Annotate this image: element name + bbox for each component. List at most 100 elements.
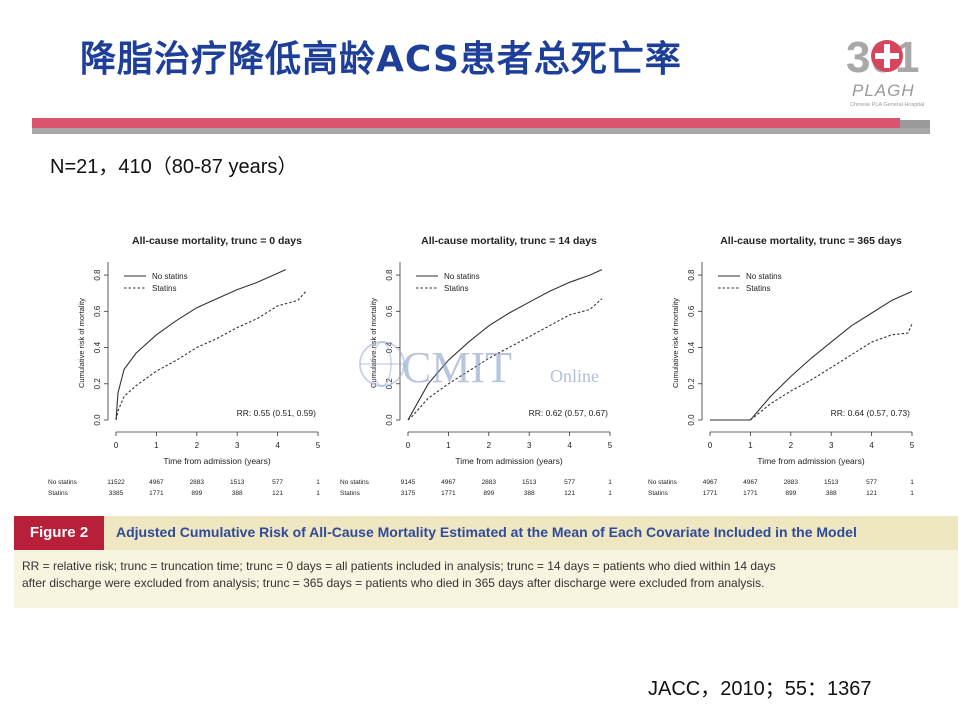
x-tick-label: 3: [235, 441, 240, 450]
y-tick-label: 0.8: [385, 269, 394, 281]
y-tick-label: 0.0: [385, 414, 394, 426]
x-tick-label: 5: [608, 441, 613, 450]
risk-table-cell: 121: [272, 490, 283, 497]
y-tick-label: 0.2: [385, 378, 394, 390]
risk-table-cell: 388: [826, 490, 837, 497]
risk-table-cell: 2883: [190, 479, 205, 486]
x-tick-label: 2: [195, 441, 200, 450]
y-tick-label: 0.6: [687, 305, 696, 317]
risk-table-cell: 577: [272, 479, 283, 486]
series-line-statins: [710, 323, 913, 421]
header-rule-gray: [32, 128, 930, 134]
y-tick-label: 0.4: [385, 341, 394, 353]
risk-table-cell: 1: [910, 479, 914, 486]
header-rule-gray-end: [900, 120, 930, 128]
risk-table-row-label: Statins: [48, 490, 69, 497]
legend-label: No statins: [152, 272, 188, 281]
rr-annotation: RR: 0.64 (0.57, 0.73): [831, 408, 911, 418]
figure-tag: Figure 2: [14, 516, 104, 550]
x-tick-label: 1: [154, 441, 159, 450]
y-axis-label: Cumulative risk of mortality: [671, 298, 680, 388]
legend-label: Statins: [152, 284, 176, 293]
x-tick-label: 1: [748, 441, 753, 450]
risk-table-cell: 2883: [784, 479, 799, 486]
y-tick-label: 0.2: [93, 378, 102, 390]
x-tick-label: 4: [275, 441, 280, 450]
figure-caption-line-2: after discharge were excluded from analy…: [22, 576, 765, 590]
risk-table-cell: 1771: [703, 490, 718, 497]
page-title: 降脂治疗降低高龄ACS患者总死亡率: [80, 39, 682, 80]
y-tick-label: 0.8: [687, 269, 696, 281]
x-axis-label: Time from admission (years): [757, 456, 865, 466]
logo-brand: PLAGH: [852, 81, 915, 100]
risk-table-cell: 899: [191, 490, 202, 497]
y-tick-label: 0.2: [687, 378, 696, 390]
y-tick-label: 0.0: [687, 414, 696, 426]
risk-table-cell: 1771: [149, 490, 164, 497]
risk-table-cell: 388: [232, 490, 243, 497]
risk-table-row-label: No statins: [48, 479, 78, 486]
rr-annotation: RR: 0.62 (0.57, 0.67): [529, 408, 609, 418]
risk-table-cell: 1: [608, 479, 612, 486]
risk-table-cell: 1: [608, 490, 612, 497]
x-tick-label: 5: [910, 441, 915, 450]
sample-size-label: N=21，410（80-87 years）: [50, 156, 298, 178]
x-axis-label: Time from admission (years): [163, 456, 271, 466]
risk-table-row-label: Statins: [648, 490, 669, 497]
x-tick-label: 2: [789, 441, 794, 450]
y-tick-label: 0.4: [93, 341, 102, 353]
risk-table-cell: 11522: [107, 479, 125, 486]
chart-title: All-cause mortality, trunc = 0 days: [132, 235, 302, 247]
citation: JACC，2010；55：1367: [648, 678, 872, 700]
risk-table-row-label: No statins: [340, 479, 370, 486]
y-tick-label: 0.6: [385, 305, 394, 317]
cmit-watermark: CMIT Online: [359, 341, 599, 390]
y-tick-label: 0.4: [687, 341, 696, 353]
legend-label: Statins: [444, 284, 468, 293]
risk-table-cell: 1771: [743, 490, 758, 497]
y-tick-label: 0.8: [93, 269, 102, 281]
series-line-no-statins: [407, 269, 603, 421]
x-tick-label: 0: [708, 441, 713, 450]
risk-table-cell: 577: [866, 479, 877, 486]
series-line-no-statins: [115, 269, 286, 421]
series-line-no-statins: [710, 290, 913, 421]
watermark-big: CMIT: [402, 343, 512, 390]
risk-table-cell: 1513: [230, 479, 245, 486]
x-tick-label: 1: [446, 441, 451, 450]
chart-title: All-cause mortality, trunc = 365 days: [720, 235, 902, 247]
risk-table-cell: 9145: [401, 479, 416, 486]
risk-table-cell: 899: [785, 490, 796, 497]
x-tick-label: 0: [406, 441, 411, 450]
risk-table-cell: 1: [316, 490, 320, 497]
figure-caption-box: Figure 2 Adjusted Cumulative Risk of All…: [14, 516, 958, 608]
chart-title: All-cause mortality, trunc = 14 days: [421, 235, 597, 247]
risk-table-cell: 577: [564, 479, 575, 486]
x-axis-label: Time from admission (years): [455, 456, 563, 466]
legend-label: No statins: [444, 272, 480, 281]
y-tick-label: 0.6: [93, 305, 102, 317]
risk-table-row-label: Statins: [340, 490, 361, 497]
risk-table-cell: 4967: [149, 479, 164, 486]
risk-table-cell: 4967: [703, 479, 718, 486]
risk-table-cell: 3385: [109, 490, 124, 497]
logo-cross-h: [875, 53, 899, 59]
risk-table-cell: 1: [316, 479, 320, 486]
figure-caption-body: RR = relative risk; trunc = truncation t…: [22, 558, 942, 592]
rr-annotation: RR: 0.55 (0.51, 0.59): [237, 408, 317, 418]
figure-caption-header: Figure 2 Adjusted Cumulative Risk of All…: [14, 516, 958, 550]
header-rule-red: [32, 118, 900, 128]
logo-caption: Chinese PLA General Hospital: [850, 102, 924, 108]
legend-label: No statins: [746, 272, 782, 281]
series-line-statins: [115, 291, 307, 421]
risk-table-cell: 3175: [401, 490, 416, 497]
x-tick-label: 3: [527, 441, 532, 450]
risk-table-cell: 388: [524, 490, 535, 497]
km-charts-panel: All-cause mortality, trunc = 0 days 0.0 0.…: [48, 235, 915, 497]
y-tick-label: 0.0: [93, 414, 102, 426]
figure-title: Adjusted Cumulative Risk of All-Cause Mo…: [116, 524, 857, 540]
risk-table-cell: 1: [910, 490, 914, 497]
risk-table-cell: 4967: [441, 479, 456, 486]
x-tick-label: 3: [829, 441, 834, 450]
risk-table-cell: 121: [564, 490, 575, 497]
